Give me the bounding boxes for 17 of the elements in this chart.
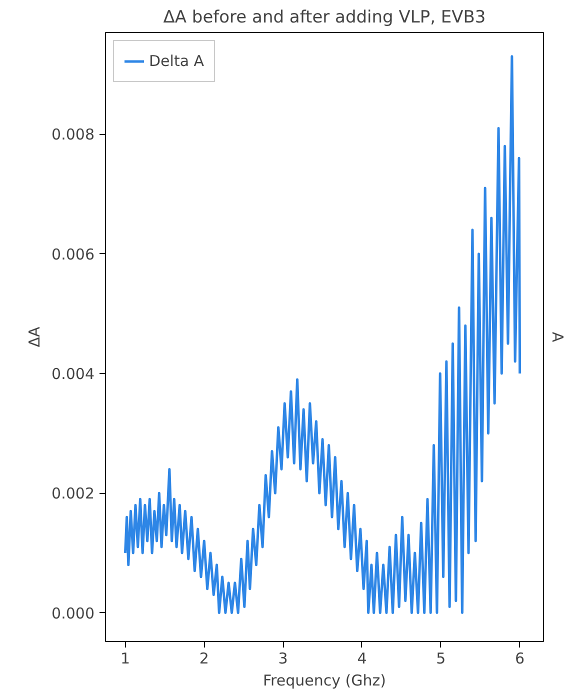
y-tick-label: 0.000 xyxy=(52,604,95,622)
x-axis-title: Frequency (Ghz) xyxy=(263,672,386,690)
x-tick-label: 5 xyxy=(436,650,446,668)
chart-title: ΔA before and after adding VLP, EVB3 xyxy=(163,8,486,28)
y-tick-label: 0.004 xyxy=(52,364,95,383)
x-tick-label: 4 xyxy=(357,650,367,668)
x-tick-label: 6 xyxy=(515,650,525,668)
x-tick-label: 3 xyxy=(278,650,288,668)
line-series xyxy=(124,55,522,614)
x-tick-label: 2 xyxy=(199,650,209,668)
legend-label: Delta A xyxy=(149,52,204,70)
y-tick-label: 0.008 xyxy=(52,126,95,144)
x-tick-label: 1 xyxy=(120,650,130,668)
y-axis-title: ΔA xyxy=(26,326,44,348)
y-tick-label: 0.006 xyxy=(52,245,95,264)
y2-axis-title: A xyxy=(548,332,566,343)
y-tick-label: 0.002 xyxy=(52,484,95,503)
